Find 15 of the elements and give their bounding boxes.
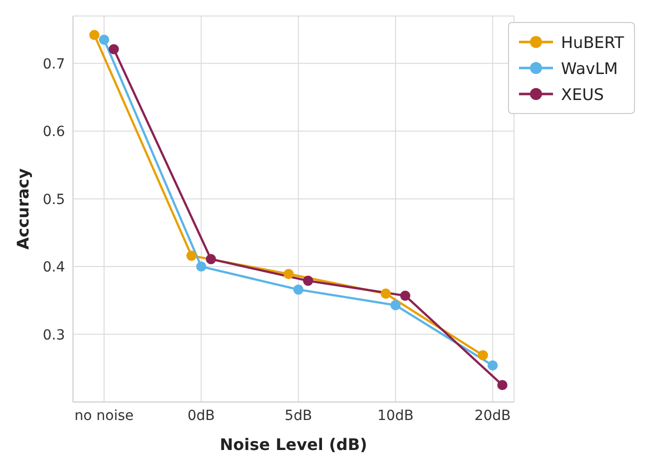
legend-label: XEUS xyxy=(561,84,604,104)
y-tick-label: 0.7 xyxy=(42,56,65,72)
x-tick-label: 5dB xyxy=(284,408,312,424)
y-tick-label: 0.5 xyxy=(42,192,65,208)
legend-label: HuBERT xyxy=(561,32,624,52)
x-axis-title: Noise Level (dB) xyxy=(220,435,368,454)
x-tick-label: 0dB xyxy=(188,408,215,424)
x-tick-label: 10dB xyxy=(377,408,414,424)
y-tick-label: 0.6 xyxy=(42,124,66,140)
x-tick-label: no noise xyxy=(74,408,134,424)
y-tick-label: 0.4 xyxy=(42,260,66,276)
x-tick-label: 20dB xyxy=(474,408,511,424)
y-tick-label: 0.3 xyxy=(42,327,65,344)
y-axis-title: Accuracy xyxy=(14,168,33,250)
legend-label: WavLM xyxy=(561,58,618,78)
